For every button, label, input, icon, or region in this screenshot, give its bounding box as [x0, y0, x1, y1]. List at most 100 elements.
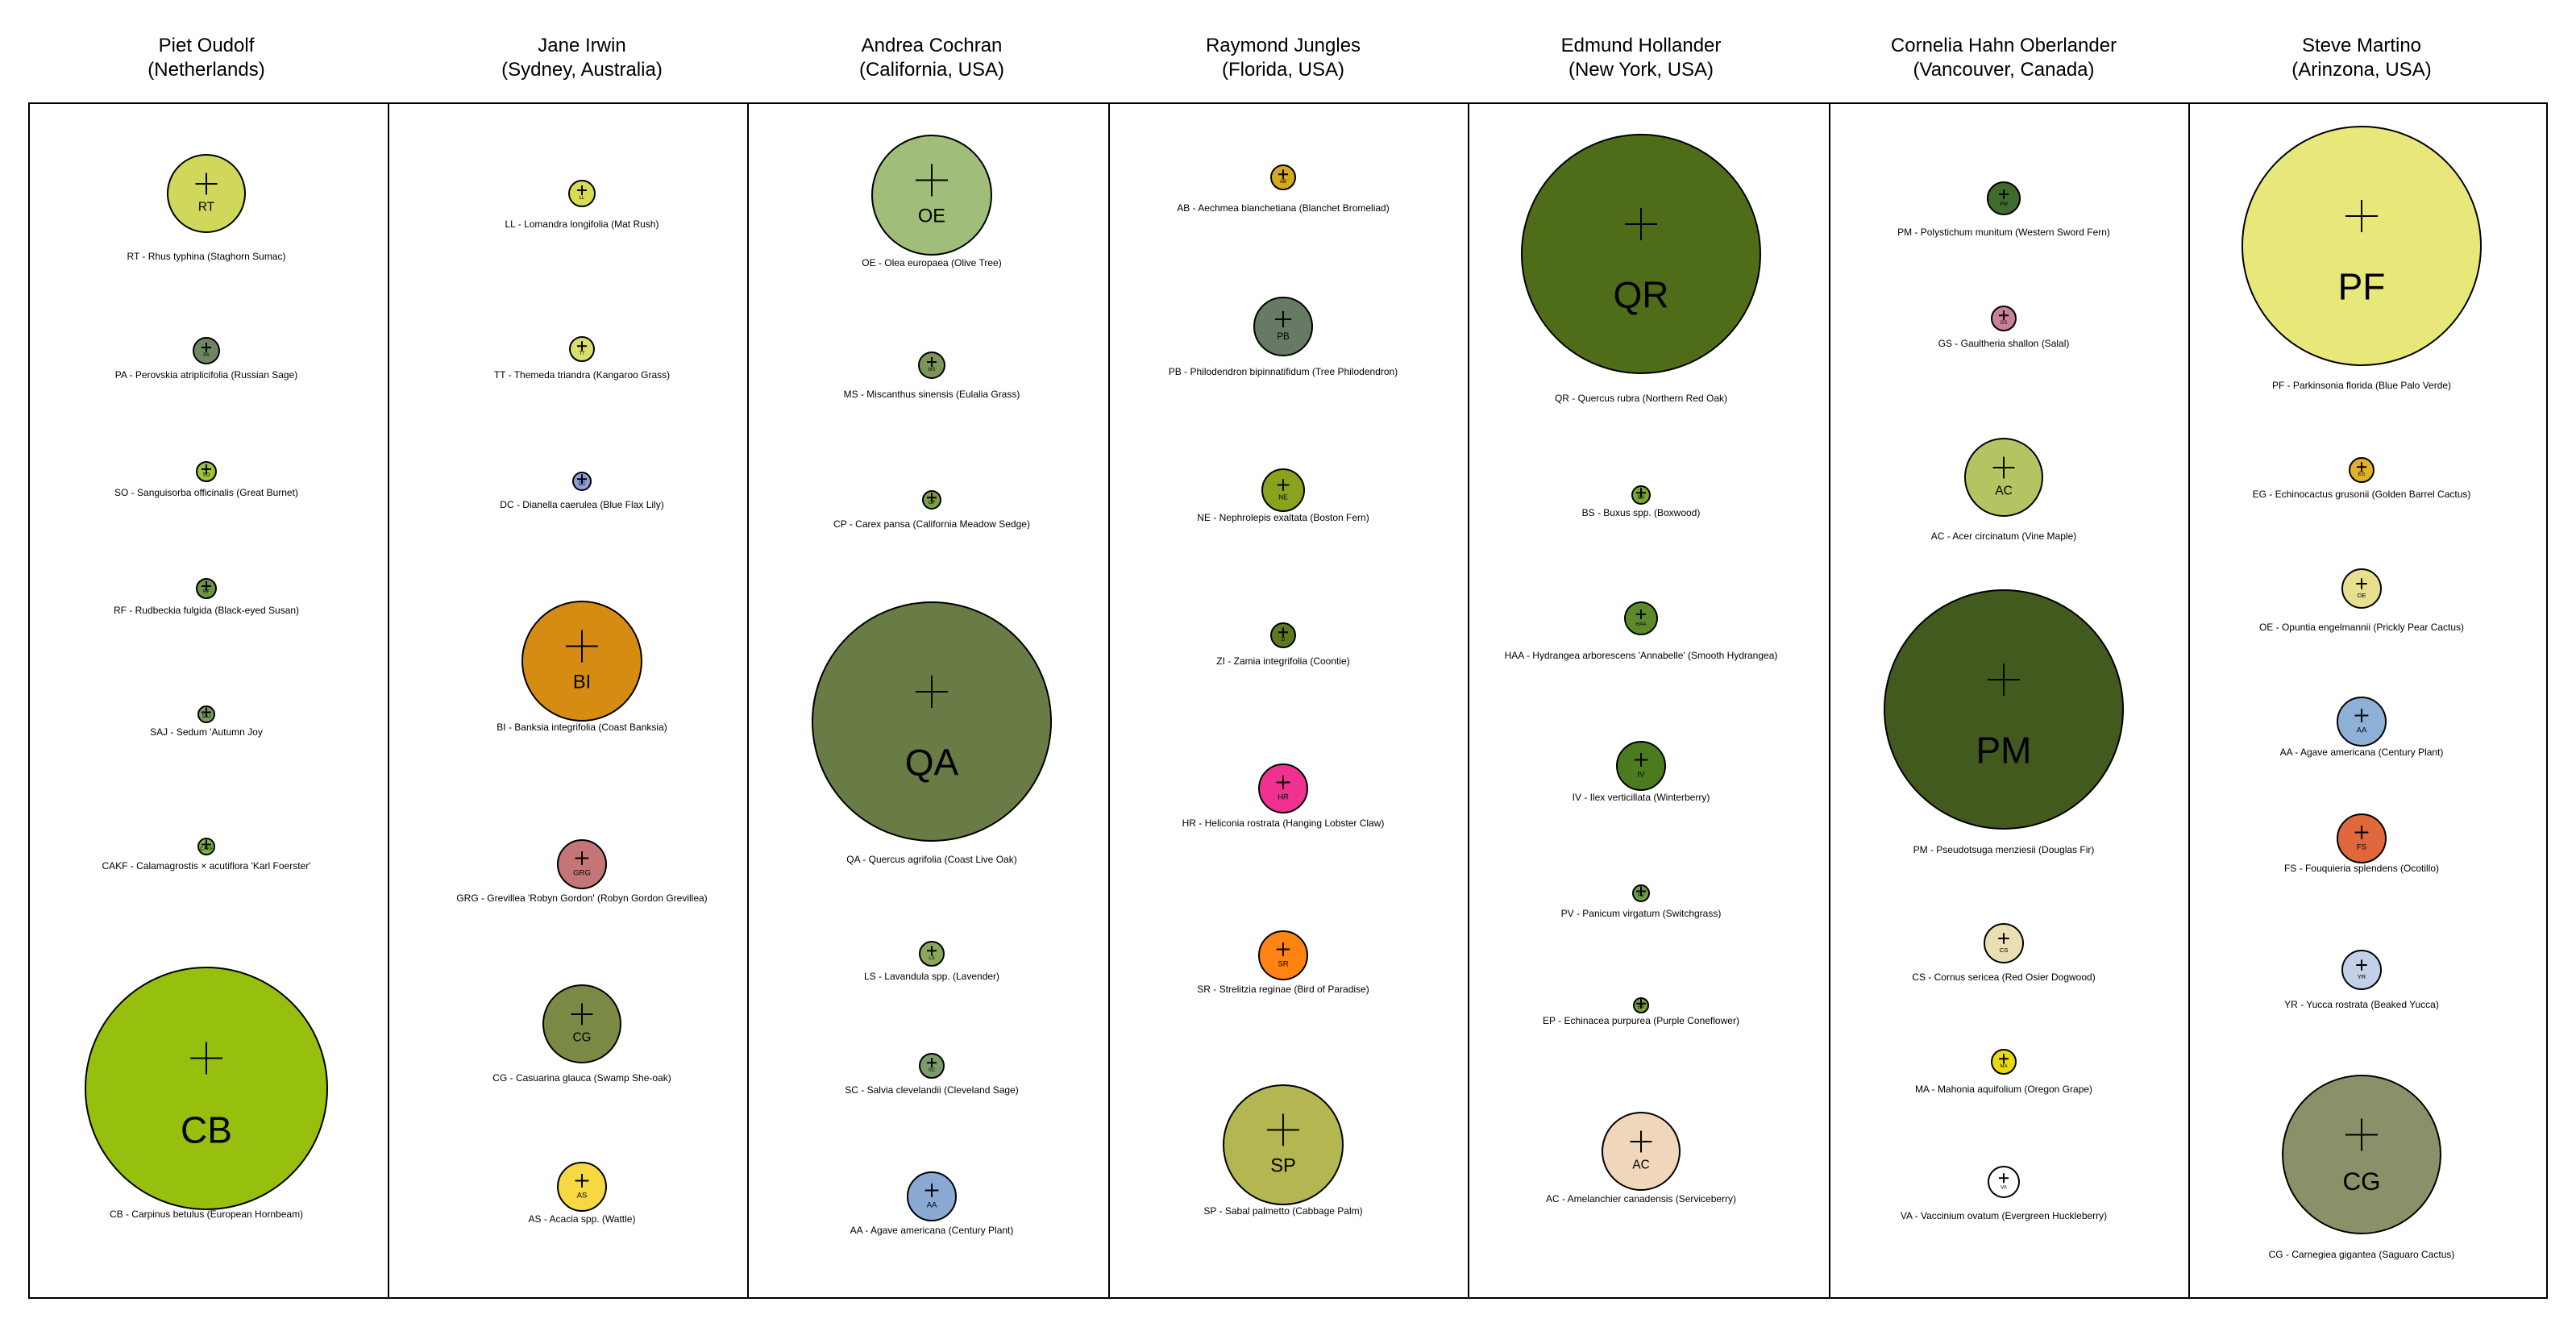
outer-frame	[28, 102, 2548, 1299]
plant-caption: SR - Strelitzia reginae (Bird of Paradis…	[1197, 984, 1369, 995]
plant-symbol: GS GS - Gaultheria shallon (Salal)	[1938, 306, 2069, 349]
plant-code: NE	[1278, 493, 1288, 501]
plant-code: DC	[579, 482, 586, 487]
plant-code: MA	[2001, 1064, 2008, 1069]
plant-code: SP	[1270, 1155, 1296, 1176]
designer-name: Steve Martino	[2302, 35, 2421, 56]
plant-caption: CG - Casuarina glauca (Swamp She-oak)	[492, 1072, 671, 1084]
plant-code: OE	[2357, 592, 2366, 599]
plant-symbol: OE OE - Opuntia engelmannii (Prickly Pear…	[2259, 568, 2464, 633]
plant-code: HAA	[1635, 622, 1647, 627]
plant-symbol: EP EP - Echinacea purpurea (Purple Conefl…	[1543, 997, 1739, 1026]
plant-caption: VA - Vaccinium ovatum (Evergreen Huckleb…	[1901, 1210, 2107, 1221]
plant-caption: SC - Salvia clevelandii (Cleveland Sage)	[845, 1084, 1018, 1096]
plant-code: CS	[2000, 946, 2009, 954]
plant-caption: LL - Lomandra longifolia (Mat Rush)	[505, 218, 659, 230]
plant-symbol: VA VA - Vaccinium ovatum (Evergreen Huckl…	[1901, 1166, 2107, 1221]
plant-caption: PF - Parkinsonia florida (Blue Palo Verd…	[2272, 380, 2451, 391]
plant-caption: BS - Buxus spp. (Boxwood)	[1582, 507, 1701, 518]
plant-code: QR	[1614, 274, 1669, 316]
plant-symbol: CP CP - Carex pansa (California Meadow Se…	[833, 490, 1030, 530]
plant-caption: LS - Lavandula spp. (Lavender)	[864, 971, 999, 982]
plant-code: AC	[1632, 1159, 1649, 1172]
plant-caption: FS - Fouquieria splendens (Ocotillo)	[2284, 863, 2439, 874]
designer-location: (Arinzona, USA)	[2291, 59, 2431, 81]
plant-symbol: GRG GRG - Grevillea 'Robyn Gordon' (Robyn…	[456, 839, 708, 904]
designer-name: Jane Irwin	[538, 35, 625, 56]
plant-symbol: FS FS - Fouquieria splendens (Ocotillo)	[2284, 813, 2439, 874]
designer-name: Piet Oudolf	[159, 35, 255, 56]
plant-circle	[85, 967, 328, 1210]
plant-code: PB	[1277, 332, 1290, 342]
plant-symbol: TT TT - Themeda triandra (Kangaroo Grass)	[494, 336, 670, 381]
plant-caption: HAA - Hydrangea arborescens 'Annabelle' …	[1505, 650, 1778, 661]
plant-code: PM	[2000, 202, 2008, 207]
plant-symbol: MS MS - Miscanthus sinensis (Eulalia Gras…	[844, 352, 1020, 400]
plant-symbol: HR HR - Heliconia rostrata (Hanging Lobst…	[1182, 763, 1385, 829]
plant-caption: AC - Amelanchier canadensis (Serviceberr…	[1546, 1193, 1736, 1204]
plant-code: EG	[2358, 472, 2366, 477]
plant-code: OE	[918, 206, 945, 227]
plant-circle	[812, 601, 1052, 842]
designer-column: Jane Irwin (Sydney, Australia) LL LL - Loma…	[456, 35, 707, 1225]
designer-location: (Sydney, Australia)	[501, 59, 663, 81]
designer-location: (Netherlands)	[147, 59, 264, 81]
plant-code: RF	[203, 589, 210, 594]
designer-name: Andrea Cochran	[862, 35, 1003, 56]
plant-code: CG	[2342, 1167, 2380, 1196]
plant-caption: RT - Rhus typhina (Staghorn Sumac)	[127, 251, 286, 262]
plant-code: AC	[1995, 485, 2012, 498]
plant-code: HR	[1278, 793, 1289, 802]
plant-circle	[1884, 589, 2124, 830]
plant-code: SO	[203, 472, 210, 477]
plant-symbol: CS CS - Cornus sericea (Red Osier Dogwood…	[1912, 923, 2096, 983]
plant-symbol: RF RF - Rudbeckia fulgida (Black-eyed Sus…	[114, 578, 299, 616]
plant-code: CAKF	[200, 847, 213, 852]
plant-symbol: RT RT - Rhus typhina (Staghorn Sumac)	[127, 154, 286, 262]
plant-code: SC	[929, 1068, 936, 1073]
plant-caption: CP - Carex pansa (California Meadow Sedg…	[833, 518, 1030, 530]
designer-name: Cornelia Hahn Oberlander	[1891, 35, 2117, 56]
plant-code: PV	[1638, 894, 1644, 899]
plant-caption: PM - Pseudotsuga menziesii (Douglas Fir)	[1913, 844, 2095, 855]
plant-symbol: AC AC - Acer circinatum (Vine Maple)	[1931, 438, 2076, 542]
plant-caption: HR - Heliconia rostrata (Hanging Lobster…	[1182, 818, 1385, 829]
plant-caption: OE - Opuntia engelmannii (Prickly Pear C…	[2259, 622, 2464, 633]
plant-symbol: ZI ZI - Zamia integrifolia (Coontie)	[1216, 622, 1350, 667]
plant-caption: PV - Panicum virgatum (Switchgrass)	[1561, 908, 1722, 919]
plant-symbol: AA AA - Agave americana (Century Plant)	[850, 1171, 1013, 1236]
plant-symbol: IV IV - Ilex verticillata (Winterberry)	[1573, 741, 1710, 803]
plant-code: BI	[573, 672, 591, 693]
plant-circle	[2282, 1075, 2441, 1234]
plant-symbol: CG CG - Carnegiea gigantea (Saguaro Cactu…	[2269, 1075, 2454, 1260]
plant-circle	[1521, 134, 1761, 374]
plant-code: EP	[1638, 1005, 1644, 1010]
plant-caption: MS - Miscanthus sinensis (Eulalia Grass)	[844, 389, 1020, 400]
plant-caption: AS - Acacia spp. (Wattle)	[529, 1213, 636, 1225]
plant-symbol: AS AS - Acacia spp. (Wattle)	[529, 1162, 636, 1225]
plant-caption: SAJ - Sedum 'Autumn Joy	[150, 726, 263, 738]
plant-caption: CAKF - Calamagrostis × acutiflora 'Karl …	[102, 860, 311, 872]
plant-code: LL	[580, 196, 585, 201]
designer-location: (New York, USA)	[1568, 59, 1714, 81]
plant-code: IV	[1637, 771, 1645, 780]
plant-code: PA	[203, 353, 210, 358]
plant-caption: BI - Banksia integrifolia (Coast Banksia…	[497, 722, 667, 733]
plant-code: FS	[2357, 843, 2366, 852]
designer-column: Andrea Cochran (California, USA) OE OE - Ol…	[812, 35, 1052, 1236]
designer-column: Steve Martino (Arinzona, USA) PF PF - Parki…	[2242, 35, 2482, 1260]
plant-code: MS	[929, 368, 936, 372]
designer-location: (California, USA)	[859, 59, 1004, 81]
plant-caption: CB - Carpinus betulus (European Hornbeam…	[110, 1209, 303, 1220]
plant-symbol: LS LS - Lavandula spp. (Lavender)	[864, 941, 999, 982]
plant-symbol: AB AB - Aechmea blanchetiana (Blanchet Br…	[1177, 164, 1390, 214]
designer-location: (Florida, USA)	[1222, 59, 1344, 81]
plant-code: LS	[929, 956, 934, 961]
plant-caption: QR - Quercus rubra (Northern Red Oak)	[1555, 393, 1727, 404]
plant-symbol: PF PF - Parkinsonia florida (Blue Palo Ve…	[2242, 126, 2482, 391]
plant-code: AB	[1280, 180, 1286, 185]
plant-caption: ZI - Zamia integrifolia (Coontie)	[1216, 655, 1349, 667]
plant-symbol: CG CG - Casuarina glauca (Swamp She-oak)	[492, 984, 671, 1084]
plant-symbol: SO SO - Sanguisorba officinalis (Great Bu…	[114, 461, 298, 498]
plant-symbol: QA QA - Quercus agrifolia (Coast Live Oak…	[812, 601, 1052, 865]
